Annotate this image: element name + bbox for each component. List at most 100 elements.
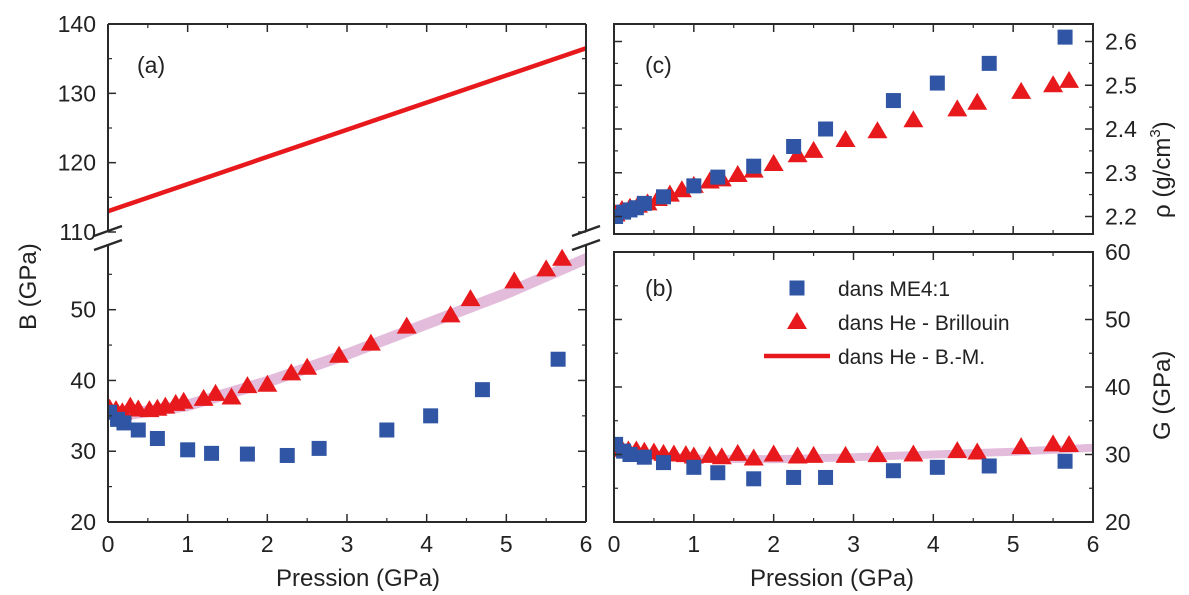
y-tick-label: 50	[70, 297, 96, 323]
x-tick-label: 0	[608, 531, 621, 557]
series-line-bm	[108, 46, 586, 214]
data-point-triangle	[835, 445, 856, 463]
data-point-triangle	[903, 110, 924, 128]
data-point-square	[279, 447, 295, 463]
data-point-triangle	[173, 391, 194, 409]
x-tick-label: 2	[767, 531, 780, 557]
data-point-square	[818, 121, 834, 137]
data-point-square	[636, 449, 652, 465]
data-point-square	[686, 178, 702, 194]
data-point-square	[655, 455, 671, 471]
y-tick-label: 40	[1105, 374, 1131, 400]
x-tick-label: 6	[1087, 531, 1100, 557]
x-tick-label: 0	[102, 531, 115, 557]
data-point-square	[550, 351, 566, 367]
data-point-square	[130, 422, 146, 438]
data-point-square	[818, 469, 834, 485]
data-point-triangle	[867, 445, 888, 463]
data-point-triangle	[281, 363, 302, 381]
data-point-square	[474, 382, 490, 398]
data-point-triangle	[787, 446, 808, 464]
data-point-square	[981, 55, 997, 71]
data-point-triangle	[967, 92, 988, 110]
data-point-triangle	[205, 383, 226, 401]
y-tick-label: 120	[58, 150, 96, 176]
data-point-triangle	[763, 444, 784, 462]
data-point-triangle	[297, 357, 318, 375]
data-point-triangle	[329, 345, 350, 363]
x-tick-label: 1	[687, 531, 700, 557]
x-axis-label: Pression (GPa)	[276, 565, 440, 592]
y-tick-label: 60	[1105, 239, 1131, 265]
data-point-square	[746, 158, 762, 174]
legend-marker-triangle	[787, 312, 807, 329]
data-point-triangle	[221, 387, 242, 405]
data-point-square	[423, 408, 439, 424]
data-point-triangle	[1059, 70, 1080, 88]
y-tick-label: 2.4	[1105, 116, 1137, 142]
data-point-triangle	[835, 129, 856, 147]
data-point-square	[311, 440, 327, 456]
data-point-triangle	[699, 445, 720, 463]
panel-c-density: 2.2 2.3 2.4 2.5 2.6 (c) ρ (g/cm3)	[613, 23, 1176, 235]
data-point-square	[786, 469, 802, 485]
data-point-triangle	[867, 121, 888, 139]
data-point-square	[379, 422, 395, 438]
data-point-square	[710, 169, 726, 185]
x-tick-label: 1	[181, 531, 194, 557]
data-point-triangle	[396, 316, 417, 334]
data-point-triangle	[552, 248, 573, 266]
y-tick-label: 40	[70, 367, 96, 393]
data-point-triangle	[903, 444, 924, 462]
data-point-square	[746, 471, 762, 487]
y-axis-label-close: )	[1149, 121, 1176, 129]
axis-break-mark	[571, 238, 601, 252]
data-point-square	[622, 447, 638, 462]
data-point-triangle	[803, 445, 824, 463]
data-point-square	[149, 430, 165, 446]
data-point-square	[981, 458, 997, 474]
y-tick-label: 2.5	[1105, 72, 1137, 98]
y-tick-label: 30	[70, 438, 96, 464]
y-axis-label: ρ (g/cm3)	[1147, 121, 1176, 218]
data-point-triangle	[727, 443, 748, 461]
y-tick-label: 2.3	[1105, 160, 1137, 186]
data-point-triangle	[967, 442, 988, 460]
data-point-square	[655, 189, 671, 205]
y-tick-label: 20	[1105, 509, 1131, 535]
panel-label: (a)	[137, 52, 165, 78]
data-point-square	[929, 459, 945, 475]
data-point-square	[885, 463, 901, 479]
y-tick-label: 140	[58, 11, 96, 37]
y-tick-label: 30	[1105, 442, 1131, 468]
data-point-triangle	[257, 374, 278, 392]
panel-b-shear-modulus: 20 30 40 50 60 0 1 2 3 4 5 6 (b) Pression (GPa) G (GPa…	[608, 239, 1176, 592]
data-point-triangle	[460, 289, 481, 307]
legend-label: dans ME4:1	[838, 278, 950, 301]
axis-break-mark	[93, 224, 123, 238]
data-point-triangle	[193, 388, 214, 406]
plot-frame	[613, 23, 1094, 235]
x-tick-label: 5	[500, 531, 513, 557]
data-point-triangle	[711, 447, 732, 465]
data-point-triangle	[1011, 437, 1032, 455]
panel-label: (b)	[645, 275, 673, 301]
y-tick-label: 130	[58, 80, 96, 106]
data-point-square	[1057, 453, 1073, 469]
panel-label: (c)	[645, 52, 672, 78]
data-point-triangle	[1011, 81, 1032, 99]
data-point-square	[686, 459, 702, 475]
data-point-square	[710, 465, 726, 481]
y-tick-label: 50	[1105, 307, 1131, 333]
data-point-triangle	[237, 376, 258, 394]
y-axis-label: G (GPa)	[1149, 351, 1176, 440]
data-point-triangle	[1043, 434, 1064, 452]
legend: dans ME4:1 dans He - Brillouin dans He - B…	[764, 278, 1010, 369]
x-axis-label: Pression (GPa)	[750, 565, 914, 592]
data-point-square	[885, 93, 901, 109]
panel-a-upper-plot	[108, 46, 586, 214]
data-point-triangle	[1059, 435, 1080, 453]
data-point-triangle	[947, 441, 968, 459]
data-point-triangle	[727, 164, 748, 182]
